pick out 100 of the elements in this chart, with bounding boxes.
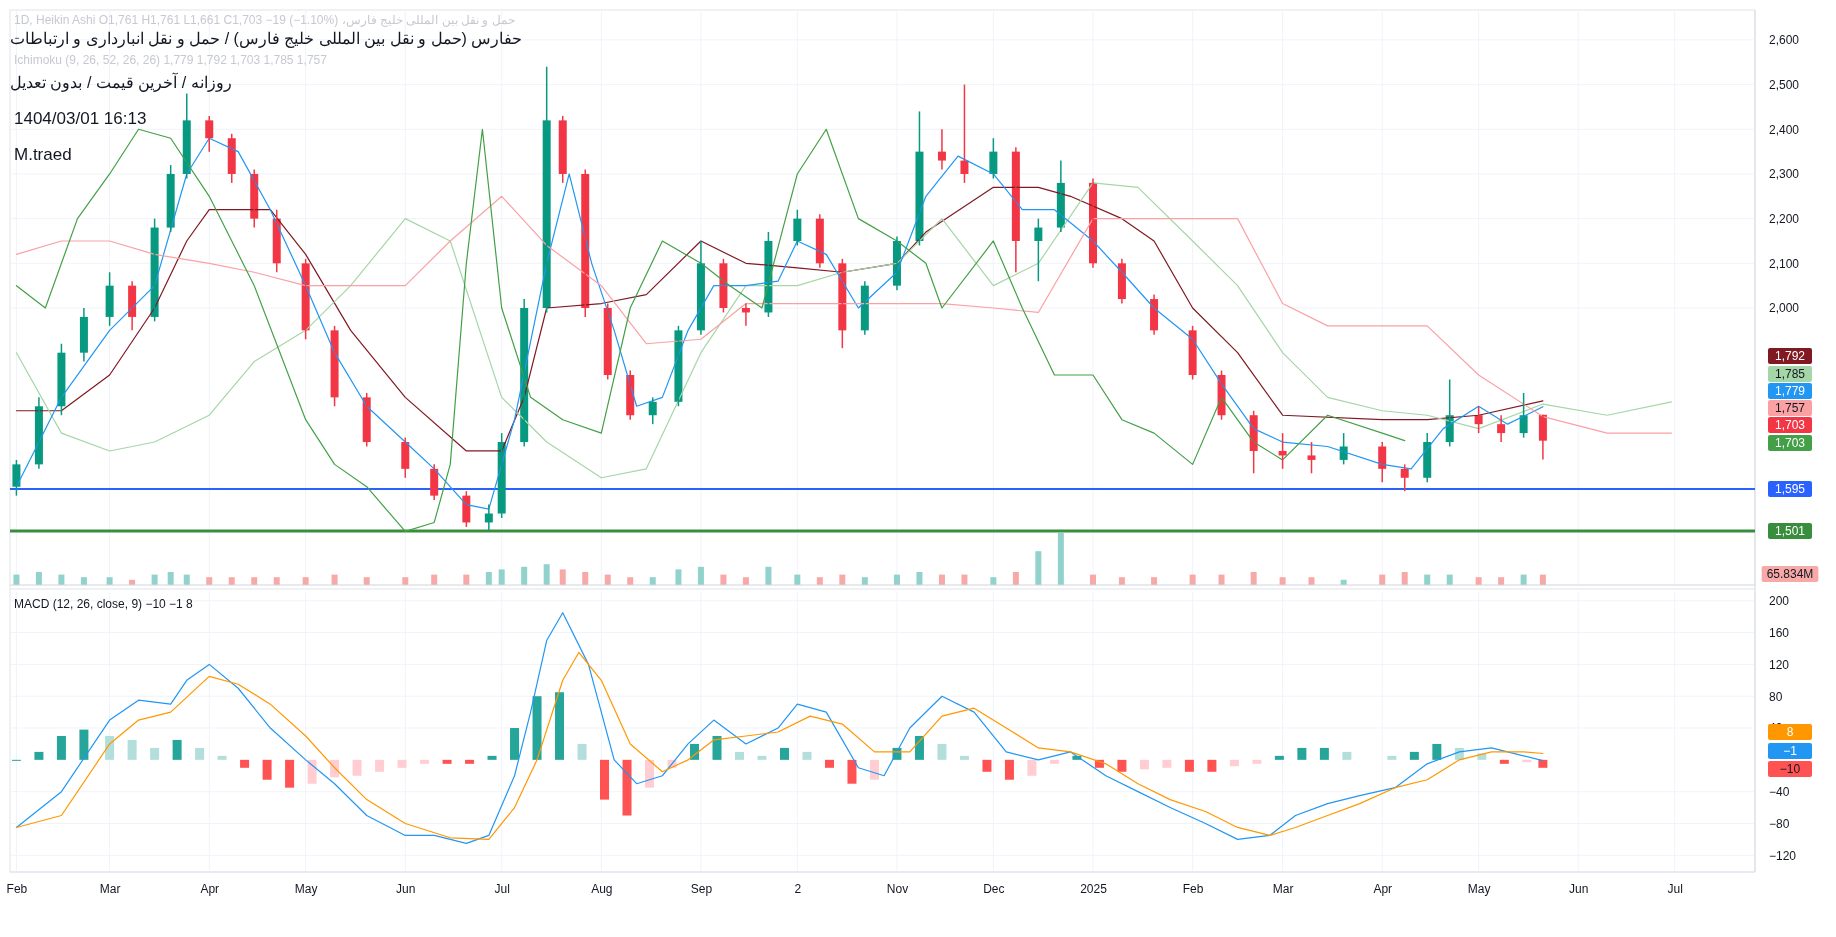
bar (375, 759, 385, 772)
bar (1027, 759, 1037, 776)
bar (34, 751, 44, 760)
bar (420, 759, 430, 764)
bar (1409, 751, 1419, 760)
line-series (15, 195, 1673, 434)
y-tick-label: 2,200 (1769, 211, 1800, 226)
bar (35, 572, 42, 585)
bar (1319, 747, 1329, 760)
y-tick-label: 2,100 (1769, 256, 1800, 271)
bar (195, 747, 205, 760)
text: روزانه / آخرین قیمت / بدون تعدیل (10, 72, 232, 92)
bar (1012, 572, 1019, 585)
text: −1 (1783, 744, 1798, 758)
y-tick-label: 2,300 (1769, 167, 1800, 182)
x-tick-label: Jun (1569, 881, 1589, 896)
bar (167, 572, 174, 585)
x-tick-label: May (294, 881, 318, 896)
bar (1250, 572, 1257, 585)
bar (697, 566, 704, 585)
x-tick-label: Jul (1667, 881, 1683, 896)
text: 1,703 (1774, 436, 1806, 450)
bar (869, 759, 879, 780)
y-tick-label: 2,400 (1769, 122, 1800, 137)
text: 8 (1786, 725, 1794, 739)
line-series (15, 182, 1673, 479)
bar (127, 739, 137, 760)
bar (1342, 751, 1352, 760)
x-tick-label: Mar (99, 881, 121, 896)
x-tick-label: May (1467, 881, 1491, 896)
bar (1004, 759, 1014, 780)
bar (1538, 759, 1548, 768)
bar (959, 755, 969, 760)
bar (465, 759, 475, 764)
bar (485, 572, 492, 585)
text: 1,779 (1774, 384, 1806, 398)
bar (1049, 759, 1059, 764)
bar (802, 751, 812, 760)
bar (1117, 759, 1127, 772)
bar (1432, 743, 1442, 760)
bar (1162, 759, 1172, 768)
candlestick (1307, 441, 1316, 475)
x-tick-label: Mar (1272, 881, 1294, 896)
x-tick-label: Jul (494, 881, 510, 896)
bar (397, 759, 407, 768)
bar (1139, 759, 1149, 770)
bar (600, 759, 610, 800)
y-tick-label: 200 (1769, 594, 1790, 609)
bar (1207, 759, 1217, 772)
bar (712, 735, 722, 760)
y-tick-label: 160 (1769, 625, 1790, 640)
bar (543, 564, 550, 585)
bar (217, 755, 227, 760)
bar (1387, 755, 1397, 760)
bar (916, 572, 923, 585)
bar (982, 759, 992, 772)
text: حفارس (حمل و نقل بین المللی خلیج فارس) / حمل و نقل انبارداری و ارتباطات (10, 30, 523, 48)
bar (150, 747, 160, 760)
bar (757, 755, 767, 760)
bar (105, 735, 115, 760)
bar (352, 759, 362, 776)
x-tick-label: Apr (1373, 881, 1393, 896)
x-tick-label: 2025 (1080, 881, 1108, 896)
bar (1401, 572, 1408, 585)
bar (914, 735, 924, 760)
bar (521, 566, 528, 585)
bar (765, 566, 772, 585)
x-tick-label: Aug (591, 881, 613, 896)
bar (1499, 759, 1509, 764)
text: 1,785 (1774, 367, 1806, 381)
y-tick-label: −120 (1769, 848, 1797, 863)
bar (487, 755, 497, 760)
bar (622, 759, 632, 816)
y-tick-label: 2,000 (1769, 301, 1800, 316)
bar (937, 743, 947, 760)
ref-line-label: 1,595 (1774, 481, 1806, 496)
bar (56, 735, 66, 760)
annotation: حمل و نقل بین المللی خلیج فارس، 1D, Heikin Ashi O1,761 H1,761 L1,661 C1,703 −19 (−1.10%) (14, 13, 515, 27)
bar (532, 696, 542, 760)
line-series (15, 612, 1544, 844)
y-tick-label: 80 (1769, 689, 1783, 704)
bar (442, 759, 452, 764)
x-tick-label: Sep (690, 881, 713, 896)
bar (262, 759, 272, 780)
bar (779, 747, 789, 760)
bar (577, 743, 587, 760)
y-tick-label: 2,600 (1769, 33, 1800, 48)
bar (1057, 533, 1064, 585)
bar (582, 572, 589, 585)
text: −10 (1779, 762, 1801, 776)
bar (675, 569, 682, 585)
text: 65.834M (1766, 567, 1814, 581)
bar (285, 759, 295, 788)
bar (555, 692, 565, 760)
bar (734, 751, 744, 760)
bar (307, 759, 317, 784)
x-tick-label: Apr (200, 881, 220, 896)
bar (498, 569, 505, 585)
x-tick-label: Feb (1182, 881, 1204, 896)
y-tick-label: 120 (1769, 657, 1790, 672)
